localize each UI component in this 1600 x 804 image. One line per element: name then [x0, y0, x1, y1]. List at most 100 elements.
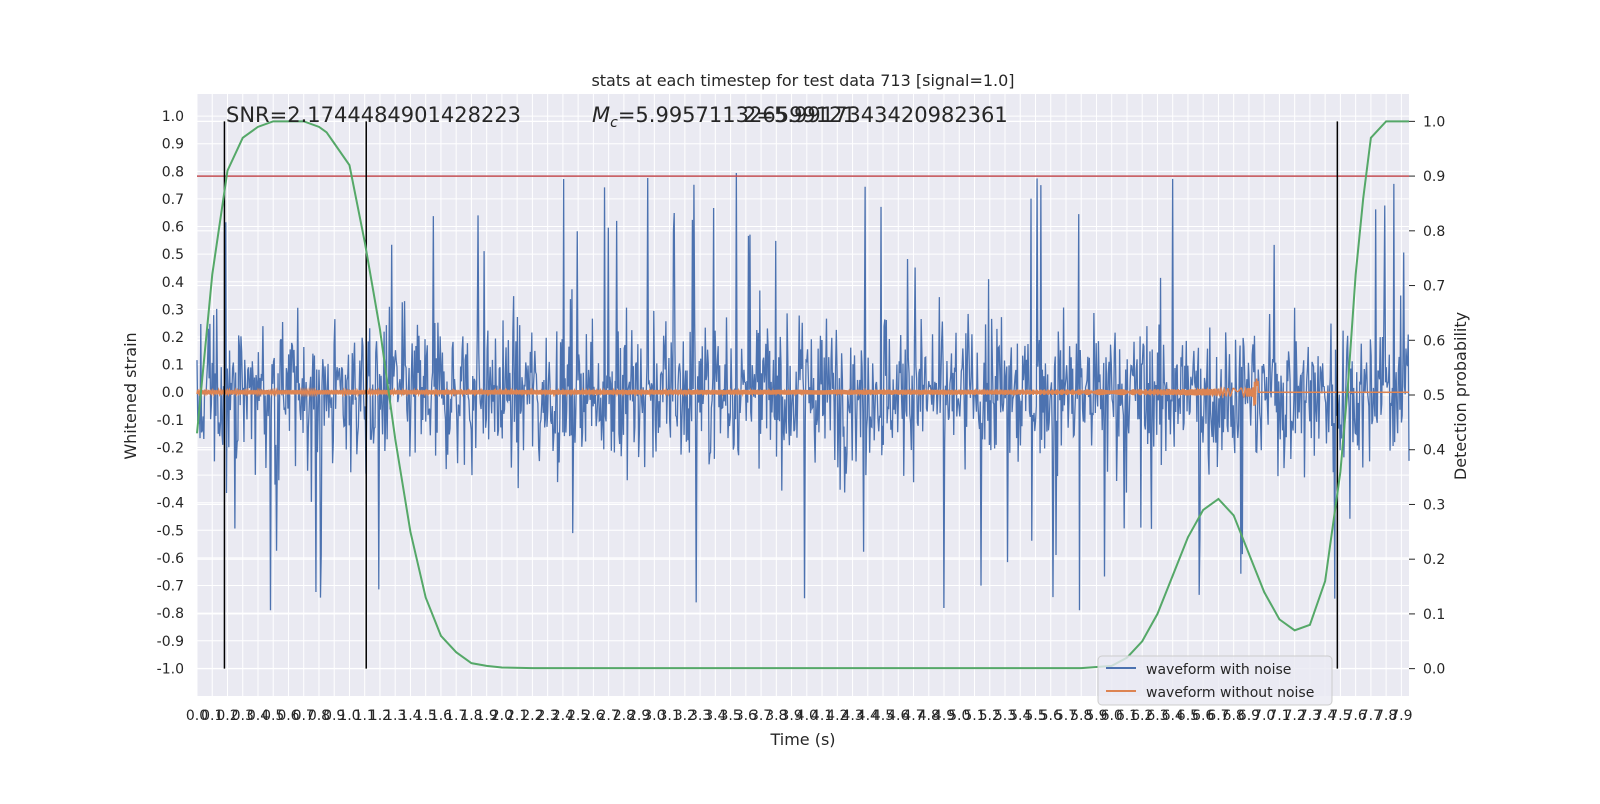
x-tick-label: 3.5	[719, 708, 741, 724]
y2-tick-label: 0.3	[1423, 497, 1445, 513]
chirp-mass-annotation: Mc=5.995711326599121	[592, 103, 856, 131]
x-tick-label: 1.2	[369, 708, 391, 724]
x-tick-label: 3.8	[765, 708, 787, 724]
y2-tick-label: 0.4	[1423, 443, 1445, 459]
x-tick-label: 2.8	[613, 708, 635, 724]
x-tick-label: 5.3	[994, 708, 1016, 724]
x-tick-label: 5.2	[979, 708, 1001, 724]
x-tick-label: 2.6	[582, 708, 604, 724]
x-tick-label: 6.7	[1207, 708, 1229, 724]
x-tick-label: 2.4	[552, 708, 574, 724]
x-tick-label: 6.6	[1192, 708, 1214, 724]
x-tick-label: 6.8	[1223, 708, 1245, 724]
y-tick-label: -0.6	[157, 551, 184, 567]
y-axis-label: Whitened strain	[121, 332, 140, 459]
y-tick-label: -0.4	[157, 496, 184, 512]
x-tick-label: 2.2	[521, 708, 543, 724]
x-tick-label: 0.2	[216, 708, 238, 724]
x-tick-label: 4.8	[918, 708, 940, 724]
x-tick-label: 0.6	[277, 708, 299, 724]
x-tick-label: 4.7	[902, 708, 924, 724]
x-tick-label: 6.3	[1146, 708, 1168, 724]
x-tick-label: 0.3	[232, 708, 254, 724]
x-tick-label: 6.0	[1101, 708, 1123, 724]
x-tick-label: 1.5	[415, 708, 437, 724]
x-tick-label: 0.0	[186, 708, 208, 724]
y-tick-label: -1.0	[157, 661, 184, 677]
x-tick-label: 0.5	[262, 708, 284, 724]
x-tick-label: 3.2	[674, 708, 696, 724]
y-tick-label: -0.7	[157, 579, 184, 595]
y2-tick-label: 0.0	[1423, 662, 1445, 678]
y-tick-label: -0.8	[157, 606, 184, 622]
x-tick-label: 7.0	[1253, 708, 1275, 724]
x-tick-label: 7.1	[1268, 708, 1290, 724]
x-tick-label: 6.5	[1177, 708, 1199, 724]
y2-tick-label: 0.8	[1423, 224, 1445, 240]
y-tick-label: 0.5	[162, 247, 184, 263]
chirp-mass-value: =5.995711326599121	[618, 103, 856, 127]
y-tick-label: 0.9	[162, 137, 184, 153]
x-tick-label: 0.8	[308, 708, 330, 724]
x-tick-label: 6.4	[1162, 708, 1184, 724]
x-tick-label: 4.3	[841, 708, 863, 724]
y-tick-label: -0.9	[157, 634, 184, 650]
detection-probability-line	[196, 120, 1409, 670]
x-tick-label: 1.1	[354, 708, 376, 724]
y-tick-label: 0.2	[162, 330, 184, 346]
x-tick-label: 2.3	[537, 708, 559, 724]
x-tick-label: 7.5	[1329, 708, 1351, 724]
x-tick-label: 3.6	[735, 708, 757, 724]
x-tick-label: 7.6	[1345, 708, 1367, 724]
y2-tick-label: 0.5	[1423, 388, 1445, 404]
x-tick-label: 4.5	[872, 708, 894, 724]
x-tick-label: 7.7	[1360, 708, 1382, 724]
x-tick-label: 2.7	[597, 708, 619, 724]
x-tick-label: 0.9	[323, 708, 345, 724]
x-axis-label: Time (s)	[769, 730, 835, 749]
y2-tick-label: 0.6	[1423, 333, 1445, 349]
y-tick-label: 0.0	[162, 385, 184, 401]
x-tick-label: 2.5	[567, 708, 589, 724]
y-tick-label: 1.0	[162, 109, 184, 125]
legend: waveform with noise waveform without noi…	[1097, 655, 1333, 706]
x-tick-label: 6.1	[1116, 708, 1138, 724]
x-tick-label: 5.7	[1055, 708, 1077, 724]
x-tick-label: 5.8	[1070, 708, 1092, 724]
y-tick-label: -0.5	[157, 523, 184, 539]
legend-label-noise: waveform with noise	[1146, 662, 1291, 678]
x-tick-label: 0.7	[293, 708, 315, 724]
y-tick-label: -0.1	[157, 413, 184, 429]
x-tick-label: 1.4	[399, 708, 421, 724]
y2-axis-label: Detection probability	[1451, 312, 1470, 480]
x-tick-label: 3.1	[658, 708, 680, 724]
clean-waveform-line	[196, 378, 1409, 406]
x-tick-label: 3.3	[689, 708, 711, 724]
y-tick-label: 0.8	[162, 164, 184, 180]
x-tick-label: 7.3	[1299, 708, 1321, 724]
noise-waveform-line	[196, 172, 1410, 611]
y-tick-label: -0.3	[157, 468, 184, 484]
y-tick-label: 0.1	[162, 358, 184, 374]
x-tick-label: 5.0	[948, 708, 970, 724]
y-tick-label: -0.2	[157, 440, 184, 456]
legend-box	[1097, 655, 1333, 706]
x-tick-label: 1.9	[476, 708, 498, 724]
x-tick-label: 1.8	[460, 708, 482, 724]
tick-labels: 0.00.10.20.30.40.50.60.70.80.91.01.11.21…	[157, 109, 1446, 724]
chirp-mass-symbol: M	[592, 103, 610, 127]
legend-label-clean: waveform without noise	[1146, 685, 1314, 701]
chart-title: stats at each timestep for test data 713…	[591, 71, 1014, 90]
x-tick-label: 4.4	[857, 708, 879, 724]
x-tick-label: 6.9	[1238, 708, 1260, 724]
x-tick-label: 4.2	[826, 708, 848, 724]
x-tick-label: 4.0	[796, 708, 818, 724]
x-tick-label: 2.0	[491, 708, 513, 724]
y-tick-label: 0.6	[162, 220, 184, 236]
x-tick-label: 3.0	[643, 708, 665, 724]
x-tick-label: 0.4	[247, 708, 269, 724]
x-tick-label: 5.4	[1009, 708, 1031, 724]
y2-tick-label: 0.2	[1423, 552, 1445, 568]
